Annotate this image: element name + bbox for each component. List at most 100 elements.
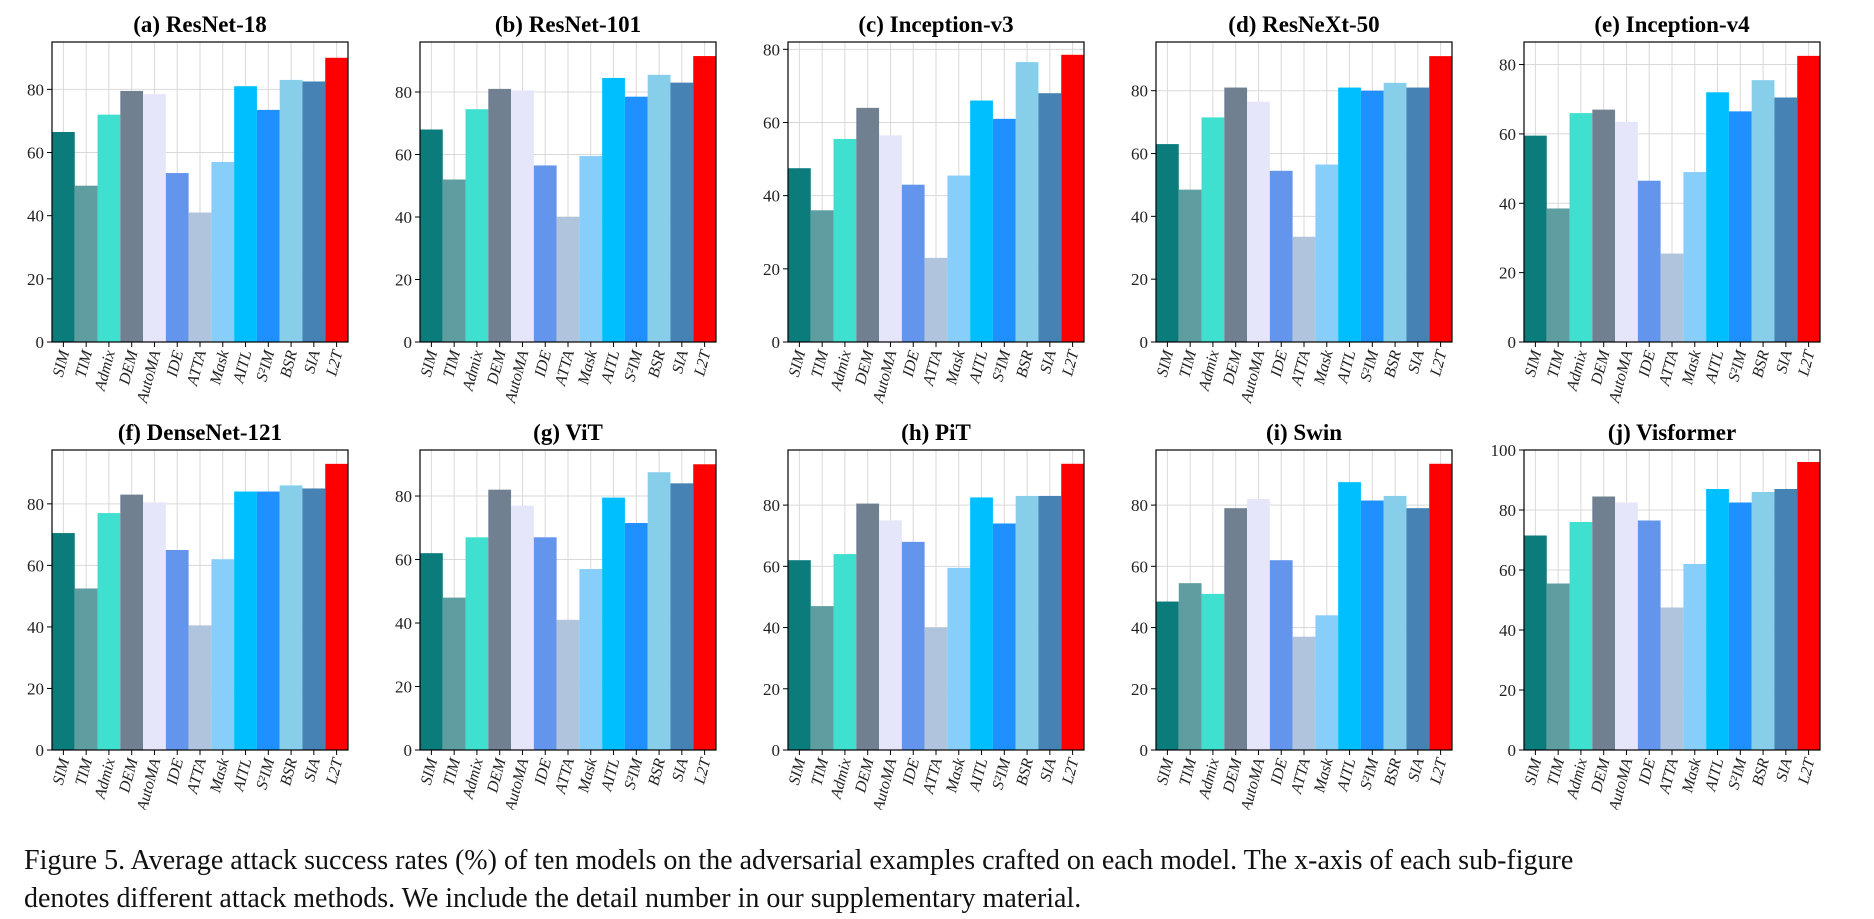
chart-c-bar-s2im bbox=[992, 118, 1016, 342]
chart-b-xtick-label: SIA bbox=[669, 348, 691, 375]
chart-f-ytick-label: 60 bbox=[27, 556, 44, 575]
chart-j-ytick-label: 60 bbox=[1499, 561, 1516, 580]
chart-d-bar-mask bbox=[1315, 164, 1339, 342]
chart-e-xtick-label: SIM bbox=[1522, 347, 1546, 379]
chart-h-bar-sim bbox=[788, 560, 811, 750]
chart-j-bar-aitl bbox=[1706, 489, 1729, 750]
chart-g-bar-l2t bbox=[693, 464, 716, 750]
chart-h-xtick-label: L2T bbox=[1059, 756, 1083, 787]
chart-d-xtick-label: TIM bbox=[1176, 347, 1200, 380]
chart-g-bar-aitl bbox=[602, 497, 625, 750]
chart-e-ytick-label: 80 bbox=[1499, 56, 1516, 75]
chart-d-ytick-label: 60 bbox=[1131, 145, 1148, 164]
chart-h-xtick-label: SIA bbox=[1037, 756, 1059, 783]
chart-e-ytick-label: 20 bbox=[1499, 264, 1516, 283]
chart-h-xtick-label: Admix bbox=[828, 757, 855, 802]
chart-d-xtick-label: ATTA bbox=[1288, 348, 1314, 388]
chart-g-xtick-label: BSR bbox=[645, 756, 669, 787]
chart-g-title: (g) ViT bbox=[533, 420, 603, 445]
chart-i-bar-l2t bbox=[1429, 463, 1452, 750]
chart-h-bar-dem bbox=[856, 503, 880, 750]
chart-b-bar-l2t bbox=[693, 56, 716, 342]
chart-h-bar-ide bbox=[901, 541, 925, 750]
chart-c-bar-ide bbox=[901, 184, 925, 342]
chart-b-xtick-label: BSR bbox=[645, 348, 669, 379]
chart-g-bar-mask bbox=[579, 569, 603, 750]
chart-c-xtick-label: Mask bbox=[943, 348, 969, 388]
chart-h-xtick-label: AITL bbox=[966, 757, 991, 794]
chart-e-bar-sia bbox=[1774, 97, 1798, 342]
chart-b-ytick-label: 60 bbox=[395, 146, 412, 165]
chart-i-ytick-label: 60 bbox=[1131, 557, 1148, 576]
chart-b-xtick-label: DEM bbox=[484, 347, 510, 387]
chart-j-bar-mask bbox=[1683, 564, 1707, 750]
chart-j-xtick-label: AITL bbox=[1702, 757, 1727, 794]
chart-d-xtick-label: AITL bbox=[1334, 349, 1359, 386]
chart-j-bar-bsr bbox=[1751, 492, 1775, 750]
chart-e-xtick-label: AITL bbox=[1702, 349, 1727, 386]
chart-h-bar-aitl bbox=[970, 497, 993, 750]
chart-i-xtick-label: SIM bbox=[1154, 755, 1178, 787]
chart-f-bar-bsr bbox=[279, 485, 303, 750]
chart-e-bar-s2im bbox=[1728, 111, 1752, 342]
chart-g-frame bbox=[419, 449, 717, 751]
chart-e-xtick-label: TIM bbox=[1544, 347, 1568, 380]
chart-g-bar-atta bbox=[556, 619, 580, 750]
chart-g-xtick-label: Admix bbox=[460, 757, 487, 802]
chart-b-bar-bsr bbox=[647, 74, 671, 342]
chart-f-xtick-label: ATTA bbox=[184, 756, 210, 796]
chart-d-frame bbox=[1155, 41, 1453, 343]
chart-c-ytick-label: 80 bbox=[763, 40, 780, 59]
chart-c-xtick-label: TIM bbox=[808, 347, 832, 380]
chart-f-bar-sim bbox=[52, 533, 75, 750]
chart-a-bar-tim bbox=[74, 185, 98, 342]
chart-h-xtick-label: Mask bbox=[943, 756, 969, 796]
chart-j-bar-automa bbox=[1615, 502, 1638, 750]
chart-i-xtick-label: AITL bbox=[1334, 757, 1359, 794]
chart-j-xtick-label: Admix bbox=[1564, 757, 1591, 802]
chart-a-xtick-label: TIM bbox=[72, 347, 96, 380]
figure-caption: Figure 5. Average attack success rates (… bbox=[24, 842, 1854, 918]
chart-b-xtick-label: TIM bbox=[440, 347, 464, 380]
chart-a-ytick-label: 0 bbox=[36, 333, 45, 352]
chart-d-bar-ide bbox=[1269, 170, 1293, 342]
chart-a-xtick-label: L2T bbox=[323, 348, 347, 379]
chart-h-ytick-label: 20 bbox=[763, 680, 780, 699]
chart-d-bar-admix bbox=[1201, 117, 1225, 342]
chart-d-ytick-label: 20 bbox=[1131, 270, 1148, 289]
chart-d-bar-sia bbox=[1406, 87, 1430, 342]
chart-c-bar-dem bbox=[856, 107, 880, 342]
chart-a-bar-bsr bbox=[279, 79, 303, 342]
chart-f-bar-ide bbox=[165, 550, 189, 750]
chart-f-bar-l2t bbox=[325, 463, 348, 750]
chart-f-bar-mask bbox=[211, 559, 235, 750]
chart-d-bar-s2im bbox=[1360, 90, 1384, 342]
chart-a-ytick-label: 60 bbox=[27, 144, 44, 163]
chart-c-bar-l2t bbox=[1061, 54, 1084, 343]
chart-j-ytick-label: 20 bbox=[1499, 681, 1516, 700]
chart-d-xtick-label: BSR bbox=[1381, 348, 1405, 379]
chart-c-xtick-label: BSR bbox=[1013, 348, 1037, 379]
chart-i-bar-aitl bbox=[1338, 482, 1361, 750]
chart-i-bar-s2im bbox=[1360, 500, 1384, 750]
chart-a-xtick-label: AITL bbox=[230, 349, 255, 386]
chart-f-ytick-label: 40 bbox=[27, 618, 44, 637]
chart-i-bar-sim bbox=[1156, 601, 1179, 750]
chart-e-bar-bsr bbox=[1751, 80, 1775, 342]
chart-i-bar-ide bbox=[1269, 560, 1293, 750]
chart-b-xtick-label: S²IM bbox=[622, 347, 647, 383]
chart-j-xtick-label: S²IM bbox=[1726, 755, 1751, 791]
chart-c-bar-atta bbox=[924, 257, 948, 342]
chart-e-bar-dem bbox=[1592, 109, 1616, 342]
chart-i-frame bbox=[1155, 449, 1453, 751]
chart-e-bar-ide bbox=[1637, 180, 1661, 342]
chart-f-bar-aitl bbox=[234, 491, 257, 750]
chart-e-xtick-label: DEM bbox=[1588, 347, 1614, 387]
chart-i-ytick-label: 80 bbox=[1131, 496, 1148, 515]
chart-h-xtick-label: IDE bbox=[900, 756, 924, 787]
chart-b-bar-sim bbox=[420, 129, 443, 342]
